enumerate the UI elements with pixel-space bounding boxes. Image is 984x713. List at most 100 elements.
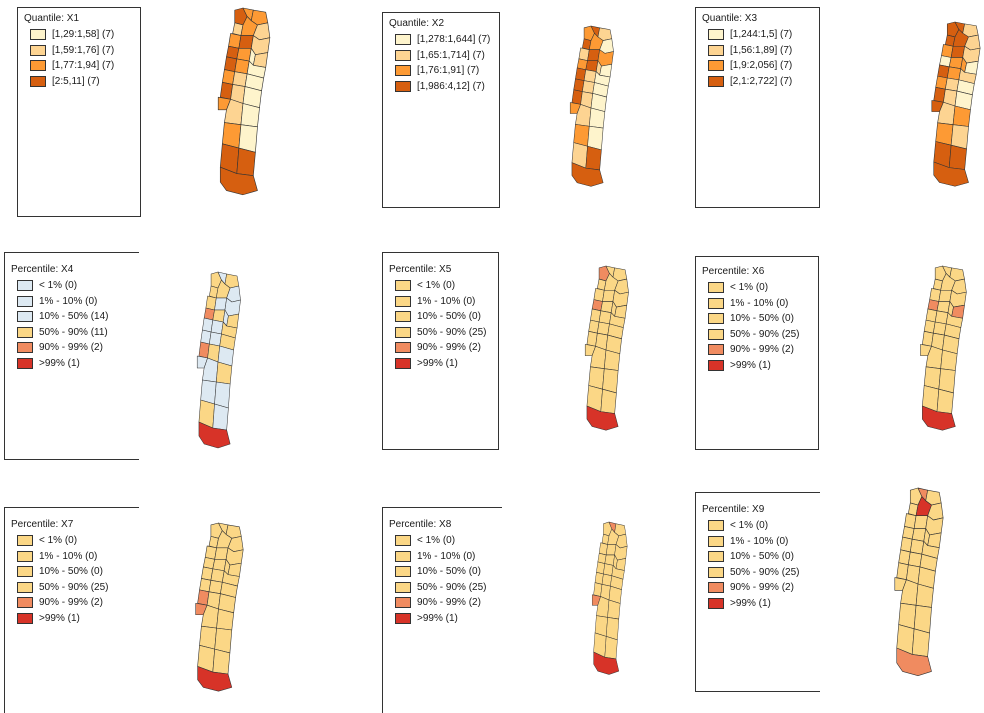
legend-item: [1,77:1,94] (7) <box>24 58 134 74</box>
map-region <box>238 35 254 49</box>
legend-title: Percentile: X8 <box>389 519 452 530</box>
legend-label: 10% - 50% (0) <box>730 313 794 325</box>
legend-label: < 1% (0) <box>39 280 78 292</box>
legend-label: 90% - 99% (2) <box>730 344 794 356</box>
map-region <box>950 124 969 150</box>
legend-item: 1% - 10% (0) <box>389 549 496 565</box>
map-region <box>936 388 954 414</box>
map-region <box>226 313 240 329</box>
map-region <box>593 651 620 675</box>
legend-label: 10% - 50% (0) <box>417 566 481 578</box>
map-x4 <box>192 271 244 452</box>
map-region <box>913 515 928 529</box>
map-region <box>952 105 971 127</box>
legend-title: Quantile: X3 <box>702 13 758 24</box>
legend-x1: Quantile: X1 [1,29:1,58] (7) [1,59:1,76] (… <box>17 7 141 217</box>
map-region <box>602 368 619 394</box>
map-region <box>607 599 621 620</box>
legend-x3: Quantile: X3 [1,244:1,5] (7) [1,56:1,89] (… <box>695 7 820 208</box>
legend-label: 50% - 90% (25) <box>417 326 487 338</box>
map-region <box>614 304 628 319</box>
legend-label: [1,29:1,58] (7) <box>52 29 115 41</box>
legend-label: >99% (1) <box>730 359 771 371</box>
legend-label: [2,1:2,722] (7) <box>730 75 793 87</box>
legend-item: 10% - 50% (0) <box>11 564 133 580</box>
legend-label: 90% - 99% (2) <box>417 342 481 354</box>
legend-swatch <box>395 357 411 369</box>
map-region <box>253 52 269 68</box>
legend-x9: Percentile: X9 < 1% (0) 1% - 10% (0) 10% - … <box>695 492 820 692</box>
legend-label: >99% (1) <box>730 597 771 609</box>
legend-swatch <box>395 612 411 624</box>
legend-label: 10% - 50% (14) <box>39 311 109 323</box>
map-region <box>216 361 233 385</box>
legend-item: 10% - 50% (0) <box>702 311 812 327</box>
legend-swatch <box>708 282 724 294</box>
map-x6 <box>915 265 970 434</box>
legend-title: Quantile: X1 <box>24 13 80 24</box>
legend-swatch <box>708 582 724 594</box>
legend-item: 1% - 10% (0) <box>389 294 492 310</box>
legend-swatch <box>17 597 33 609</box>
map-x3 <box>926 21 984 190</box>
legend-label: >99% (1) <box>39 612 80 624</box>
legend-x6: Percentile: X6 < 1% (0) 1% - 10% (0) 10% - … <box>695 256 819 450</box>
legend-item: 1% - 10% (0) <box>702 534 814 550</box>
legend-label: 50% - 90% (25) <box>730 328 800 340</box>
map-region <box>933 321 947 336</box>
legend-label: 1% - 10% (0) <box>417 550 476 562</box>
legend-item: < 1% (0) <box>11 533 133 549</box>
map-region <box>212 403 229 431</box>
legend-swatch <box>395 326 411 338</box>
choropleth-map <box>591 521 628 675</box>
legend-swatch <box>708 60 724 72</box>
map-region <box>934 310 949 325</box>
map-region <box>940 349 958 371</box>
legend-label: 50% - 90% (25) <box>39 581 109 593</box>
legend-item: [2:5,11] (7) <box>24 74 134 90</box>
legend-item: 10% - 50% (0) <box>389 309 492 325</box>
map-region <box>232 71 248 87</box>
legend-x8: Percentile: X8 < 1% (0) 1% - 10% (0) 10% - … <box>382 507 502 713</box>
legend-label: >99% (1) <box>417 612 458 624</box>
legend-x7: Percentile: X7 < 1% (0) 1% - 10% (0) 10% - … <box>4 507 139 713</box>
legend-swatch <box>17 550 33 562</box>
map-region <box>197 666 233 692</box>
legend-title: Quantile: X2 <box>389 18 445 29</box>
legend-label: [1,244:1,5] (7) <box>730 29 793 41</box>
legend-label: 10% - 50% (0) <box>730 551 794 563</box>
legend-label: < 1% (0) <box>417 280 456 292</box>
map-region <box>222 570 240 587</box>
legend-item: >99% (1) <box>702 596 814 612</box>
map-region <box>948 144 967 170</box>
legend-item: < 1% (0) <box>389 278 492 294</box>
legend-label: 90% - 99% (2) <box>39 597 103 609</box>
map-region <box>933 161 969 187</box>
map-region <box>210 319 224 335</box>
legend-item: 1% - 10% (0) <box>11 294 133 310</box>
map-x9 <box>889 487 947 680</box>
map-region <box>216 608 234 631</box>
map-region <box>214 381 231 409</box>
legend-swatch <box>17 581 33 593</box>
legend-item: 50% - 90% (25) <box>702 565 814 581</box>
legend-item: [2,1:2,722] (7) <box>702 74 813 90</box>
legend-swatch <box>395 34 411 46</box>
map-region <box>198 421 231 449</box>
map-region <box>945 312 963 328</box>
map-region <box>951 304 965 319</box>
map-region <box>234 58 250 75</box>
choropleth-map <box>894 487 944 677</box>
map-region <box>599 63 613 78</box>
map-region <box>615 558 627 571</box>
choropleth-map <box>920 265 967 431</box>
map-region <box>240 103 260 128</box>
map-region <box>587 125 604 151</box>
map-region <box>605 544 617 556</box>
legend-swatch <box>708 551 724 563</box>
map-region <box>587 49 600 61</box>
map-region <box>601 573 613 587</box>
legend-label: [1,56:1,89] (7) <box>730 44 793 56</box>
map-region <box>583 69 597 83</box>
legend-label: 1% - 10% (0) <box>417 295 476 307</box>
